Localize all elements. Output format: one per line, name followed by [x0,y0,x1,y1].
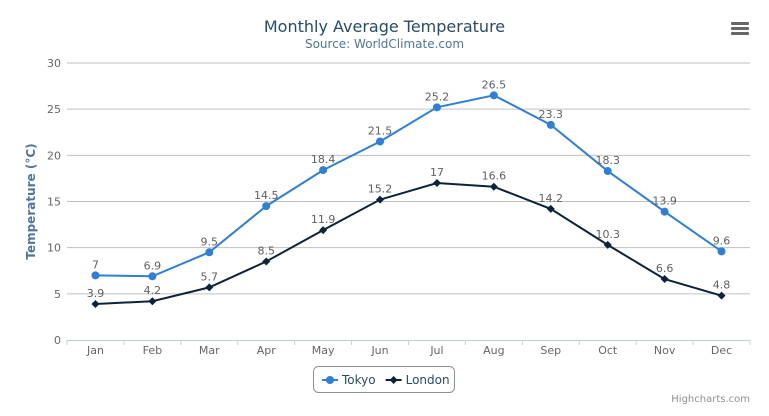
data-point-tokyo[interactable] [262,202,271,211]
data-label: 3.9 [87,287,105,300]
data-point-tokyo[interactable] [489,91,498,100]
credits-link[interactable]: Highcharts.com [671,394,750,405]
data-point-london[interactable] [489,182,498,191]
data-point-tokyo[interactable] [546,120,555,129]
data-label: 8.5 [257,245,275,258]
data-label: 25.2 [425,90,450,103]
data-label: 7 [92,258,99,271]
data-label: 14.5 [254,189,279,202]
legend-marker [326,376,334,384]
y-axis-title: Temperature (°C) [24,143,38,259]
y-tick-label: 5 [54,288,61,301]
x-tick-label: Mar [199,344,220,357]
data-label: 10.3 [595,228,620,241]
data-label: 4.8 [713,279,731,292]
x-tick-label: May [312,344,335,357]
data-point-london[interactable] [91,299,100,308]
x-tick-label: Jun [370,344,388,357]
data-label: 26.5 [482,78,507,91]
data-point-tokyo[interactable] [603,167,612,176]
x-tick-label: Apr [257,344,277,357]
data-label: 5.7 [201,270,219,283]
chart-title: Monthly Average Temperature [264,17,505,36]
data-point-tokyo[interactable] [319,166,328,175]
data-label: 18.4 [311,153,336,166]
data-label: 15.2 [368,183,393,196]
data-label: 16.6 [482,170,507,183]
series-line-london[interactable] [95,182,722,305]
x-tick-label: Aug [483,344,504,357]
data-point-tokyo[interactable] [148,272,157,281]
data-label: 6.9 [144,259,162,272]
legend-box [313,366,455,393]
x-tick-label: Sep [540,344,561,357]
data-label: 14.2 [539,192,564,205]
data-point-london[interactable] [262,257,271,266]
data-point-tokyo[interactable] [91,271,100,280]
data-label: 9.6 [713,234,731,247]
data-label: 11.9 [311,213,336,226]
data-point-tokyo[interactable] [717,247,726,256]
hamburger-menu-icon[interactable] [731,22,749,38]
data-label: 21.5 [368,124,393,137]
data-label: 23.3 [539,108,564,121]
x-tick-label: Dec [711,344,732,357]
chart-subtitle: Source: WorldClimate.com [305,37,464,51]
series-line-tokyo[interactable] [95,94,723,278]
data-point-london[interactable] [432,179,441,188]
x-tick-label: Nov [654,344,676,357]
y-tick-label: 20 [47,149,61,162]
data-point-london[interactable] [376,195,385,204]
legend-marker [389,376,398,384]
data-point-london[interactable] [717,291,726,300]
data-label: 18.3 [595,154,620,167]
x-tick-label: Oct [598,344,618,357]
data-label: 6.6 [656,262,674,275]
legend-item-tokyo[interactable]: Tokyo [341,373,376,387]
x-tick-label: Jul [429,344,443,357]
y-tick-label: 25 [47,103,61,116]
data-point-tokyo[interactable] [376,137,385,146]
x-tick-label: Feb [143,344,162,357]
data-point-london[interactable] [205,283,214,292]
y-tick-label: 0 [54,334,61,347]
y-tick-label: 15 [47,196,61,209]
data-point-tokyo[interactable] [432,103,441,112]
x-tick-label: Jan [86,344,104,357]
y-tick-label: 30 [47,57,61,70]
data-label: 9.5 [201,235,219,248]
y-tick-label: 10 [47,242,61,255]
data-point-london[interactable] [148,297,157,306]
data-point-london[interactable] [546,204,555,213]
legend-item-london[interactable]: London [406,373,450,387]
data-label: 17 [430,166,444,179]
data-point-london[interactable] [603,240,612,249]
data-point-tokyo[interactable] [205,248,214,257]
data-point-london[interactable] [660,275,669,284]
data-point-london[interactable] [319,226,328,235]
data-label: 13.9 [652,195,677,208]
data-point-tokyo[interactable] [660,207,669,216]
data-label: 4.2 [144,284,162,297]
